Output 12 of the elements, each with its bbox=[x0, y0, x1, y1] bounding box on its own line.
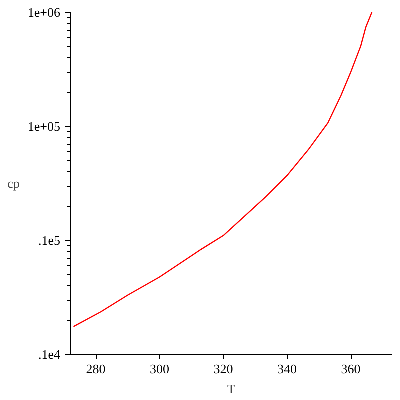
y-tick-label: .1e4 bbox=[38, 347, 61, 362]
y-tick-label: 1e+05 bbox=[28, 119, 61, 134]
y-axis-title: cp bbox=[8, 176, 20, 191]
x-tick-label: 320 bbox=[214, 362, 234, 376]
x-tick-label: 280 bbox=[86, 362, 106, 376]
x-tick-label: 360 bbox=[341, 362, 361, 376]
y-tick-label: 1e+06 bbox=[28, 5, 61, 20]
y-tick-label: .1e5 bbox=[38, 233, 61, 248]
x-tick-label: 300 bbox=[150, 362, 170, 376]
x-tick-label: 340 bbox=[278, 362, 298, 376]
line-series bbox=[73, 12, 373, 328]
x-axis-title: T bbox=[228, 382, 236, 396]
